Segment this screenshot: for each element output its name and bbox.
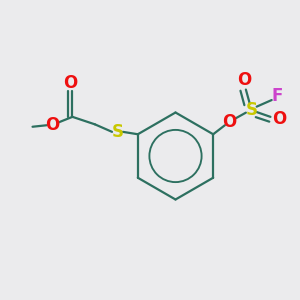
Text: S: S	[111, 123, 123, 141]
Text: O: O	[223, 112, 237, 130]
Text: O: O	[237, 70, 251, 88]
Text: F: F	[272, 87, 284, 105]
Text: O: O	[63, 74, 77, 92]
Text: S: S	[245, 100, 257, 118]
Text: O: O	[272, 110, 286, 128]
Text: O: O	[45, 116, 59, 134]
